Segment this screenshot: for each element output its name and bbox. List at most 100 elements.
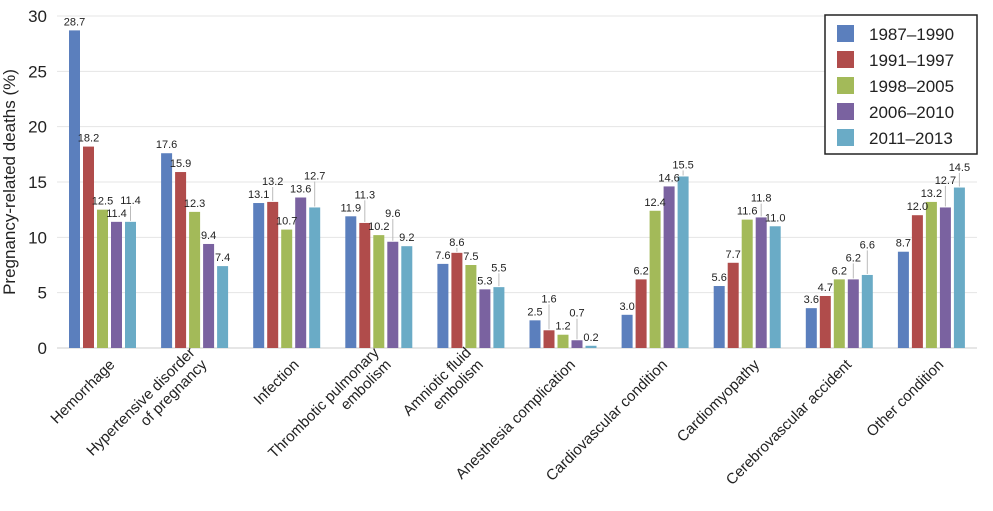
data-label: 13.1 — [248, 189, 269, 201]
x-tick-label: Cardiomyopathy — [674, 356, 764, 446]
y-axis: 0 5 10 15 20 25 30 — [28, 7, 47, 358]
data-label: 12.7 — [304, 170, 325, 182]
data-label: 6.6 — [860, 239, 875, 251]
bars — [69, 30, 965, 349]
legend-swatch — [837, 129, 854, 146]
bar — [493, 287, 505, 348]
bar — [529, 320, 541, 348]
bar — [649, 210, 661, 348]
data-label: 15.9 — [170, 158, 191, 170]
data-label: 18.2 — [78, 133, 99, 145]
bar — [203, 243, 215, 348]
data-label: 12.4 — [644, 197, 665, 209]
bar — [281, 229, 293, 348]
bar — [125, 221, 136, 348]
data-label: 9.2 — [399, 232, 414, 244]
data-label: 7.5 — [463, 251, 478, 263]
bar — [621, 314, 633, 348]
data-label: 3.6 — [804, 294, 819, 306]
y-tick-label: 15 — [28, 173, 47, 192]
data-label: 13.2 — [921, 188, 942, 200]
bar — [97, 209, 108, 348]
data-label: 14.5 — [949, 162, 970, 174]
data-label: 11.9 — [341, 202, 362, 214]
legend-swatch — [837, 25, 854, 42]
data-label: 12.7 — [935, 175, 956, 187]
data-label: 28.7 — [64, 16, 85, 28]
data-label: 7.4 — [215, 252, 230, 264]
bar — [345, 216, 357, 348]
y-tick-label: 30 — [28, 7, 47, 26]
bar — [465, 265, 477, 348]
data-label: 5.5 — [491, 262, 506, 274]
bar — [635, 279, 647, 348]
bar — [727, 262, 739, 348]
data-label: 12.3 — [184, 198, 205, 210]
legend-swatch — [837, 77, 854, 94]
bar — [69, 30, 80, 349]
data-label: 3.0 — [619, 301, 634, 313]
bar — [387, 241, 399, 348]
bar — [557, 334, 569, 348]
bar — [543, 330, 555, 348]
bar — [585, 345, 597, 348]
data-label: 4.7 — [818, 282, 833, 294]
bar — [111, 221, 122, 348]
bar — [189, 211, 201, 348]
bar — [939, 207, 951, 348]
data-label: 8.7 — [896, 238, 911, 250]
bar — [897, 251, 909, 348]
data-label: 13.2 — [262, 176, 283, 188]
data-label: 6.2 — [633, 265, 648, 277]
y-tick-label: 0 — [38, 339, 47, 358]
data-label: 17.6 — [156, 139, 177, 151]
x-tick-label-line: Infection — [250, 356, 302, 408]
bar — [805, 308, 817, 348]
data-label: 12.0 — [907, 201, 928, 213]
bar — [359, 222, 371, 348]
data-label: 1.2 — [555, 321, 570, 333]
x-tick-label: Hemorrhage — [47, 356, 118, 427]
data-label: 10.2 — [368, 221, 389, 233]
bar — [571, 340, 583, 348]
bar — [677, 176, 689, 348]
data-label: 0.7 — [569, 308, 584, 320]
legend: 1987–1990 1991–1997 1998–2005 2006–2010 2011… — [824, 14, 978, 155]
bar — [217, 266, 229, 348]
bar — [295, 197, 307, 348]
data-label: 9.6 — [385, 208, 400, 220]
bar — [741, 219, 753, 348]
legend-label: 1998–2005 — [869, 77, 954, 96]
label-leader-lines — [130, 170, 960, 340]
legend-label: 2006–2010 — [869, 103, 954, 122]
data-labels: 28.718.212.511.411.417.615.912.39.47.413… — [64, 16, 970, 343]
bar — [479, 289, 491, 348]
bar — [309, 207, 321, 348]
data-label: 10.7 — [276, 216, 297, 228]
bar — [83, 146, 94, 348]
x-tick-label: Infection — [250, 356, 302, 408]
bar — [861, 274, 873, 348]
data-label: 11.6 — [737, 206, 758, 218]
bar — [267, 201, 279, 348]
data-label: 15.5 — [672, 159, 693, 171]
bar — [401, 246, 413, 348]
data-label: 12.5 — [92, 196, 113, 208]
y-tick-label: 20 — [28, 118, 47, 137]
bar — [663, 186, 675, 348]
data-label: 0.2 — [583, 332, 598, 344]
bar — [373, 235, 385, 348]
x-tick-label: Other condition — [863, 356, 947, 440]
x-tick-label-line: Other condition — [863, 356, 947, 440]
bar — [437, 263, 449, 348]
bar — [833, 279, 845, 348]
data-label: 7.6 — [435, 250, 450, 262]
x-tick-label-line: Thrombotic pulmonary — [265, 344, 383, 462]
data-label: 6.2 — [846, 252, 861, 264]
data-label: 9.4 — [201, 230, 216, 242]
bar — [175, 172, 187, 348]
y-tick-label: 25 — [28, 62, 47, 81]
legend-label: 1991–1997 — [869, 51, 954, 70]
data-label: 14.6 — [658, 172, 679, 184]
